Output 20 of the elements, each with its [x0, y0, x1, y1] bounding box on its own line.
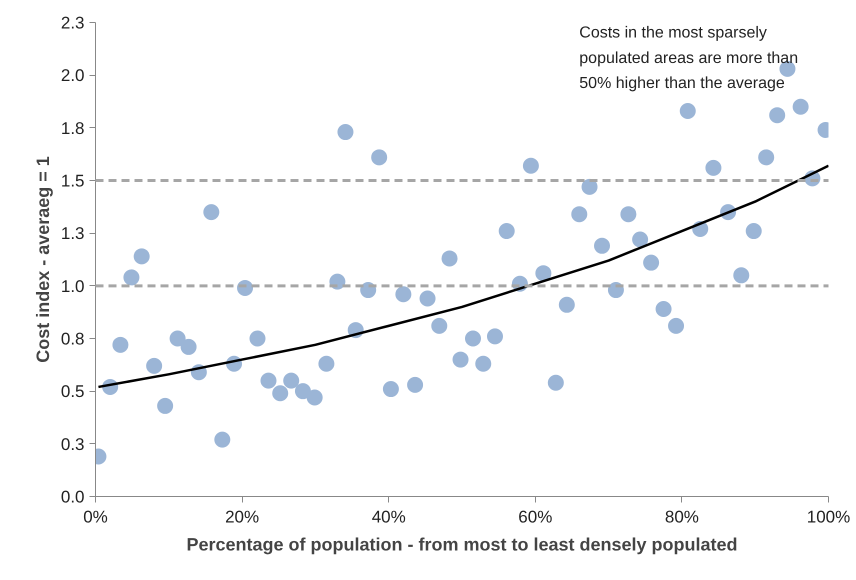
x-tick-label: 100% — [806, 508, 850, 526]
line-series — [97, 164, 828, 388]
y-tick-label: 1.8 — [60, 118, 85, 138]
x-axis-title: Percentage of population - from most to least densely populated — [186, 534, 738, 554]
y-tick-label: 2.0 — [60, 66, 85, 86]
y-tick-label: 0.8 — [60, 330, 85, 348]
annotation: Costs in the most sparsely populated areas are more than 50% higher than the average — [579, 24, 798, 92]
x-tick-label: 80% — [664, 508, 699, 526]
y-tick-label: 0.3 — [60, 434, 85, 454]
x-tick-label: 60% — [518, 508, 552, 526]
x-tick-label: 0% — [83, 508, 108, 526]
y-axis-title: Cost index - averaeg = 1 — [32, 156, 53, 363]
y-tick-label: 0.5 — [60, 382, 85, 402]
y-tick-label: 1.5 — [60, 172, 85, 190]
y-tick-label: 0.0 — [60, 488, 85, 506]
x-tick-label: 20% — [225, 508, 260, 526]
y-tick-label: 2.3 — [60, 14, 85, 32]
y-tick-label: 1.0 — [60, 276, 85, 296]
y-tick-label: 1.3 — [60, 224, 85, 244]
x-tick-label: 40% — [372, 508, 406, 526]
